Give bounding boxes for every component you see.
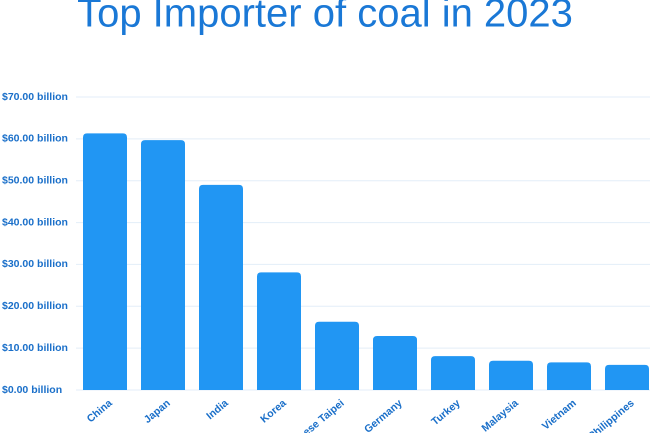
bar [431,356,475,390]
y-tick-label: $70.00 billion [2,91,68,103]
x-tick-label: Malaysia [479,397,520,433]
y-tick-label: $10.00 billion [2,342,68,354]
x-tick-label: India [204,397,231,422]
y-tick-label: $20.00 billion [2,300,68,312]
y-tick-label: $30.00 billion [2,258,68,270]
bar [199,184,243,390]
x-tick-label: Chinese Taipei [283,397,347,433]
y-tick-label: $0.00 billion [2,384,62,396]
x-tick-label: China [85,397,115,425]
bar [141,140,185,390]
x-tick-label: Turkey [429,397,463,428]
x-tick-label: Vietnam [540,397,579,432]
bar [547,362,591,390]
bar [489,360,533,390]
y-tick-label: $60.00 billion [2,133,68,145]
bar [315,321,359,390]
y-tick-label: $40.00 billion [2,216,68,228]
bar [605,364,649,390]
x-tick-label: Germany [362,397,405,433]
y-tick-label: $50.00 billion [2,174,68,186]
bar [83,133,127,390]
bar [373,336,417,390]
x-tick-label: Korea [258,397,289,425]
x-tick-label: Japan [142,397,173,426]
bar [257,272,301,390]
chart-title: Top Importer of coal in 2023 [77,0,573,36]
x-tick-label: Philippines [586,397,637,433]
